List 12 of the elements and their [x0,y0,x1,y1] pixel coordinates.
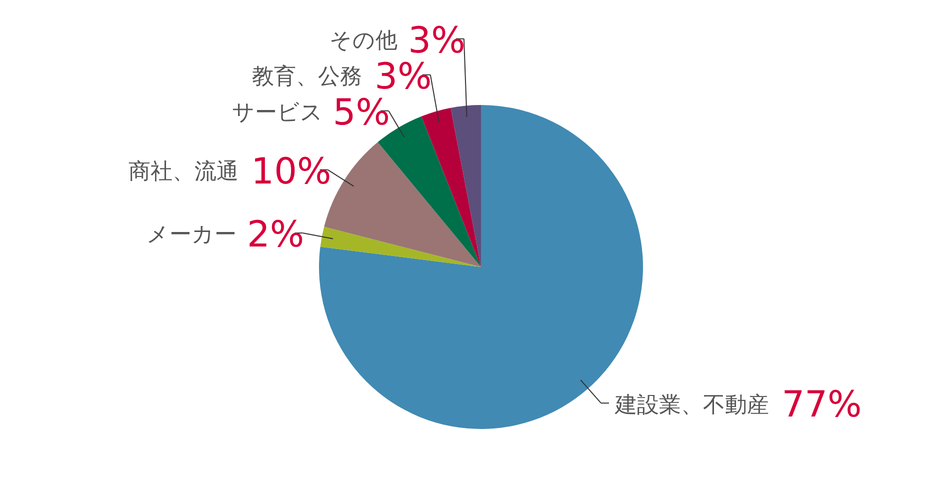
pie-slice [320,226,481,267]
slice-label: 教育、公務 [252,64,362,90]
data-label: 2% [247,214,304,256]
slice-label: メーカー [146,222,236,248]
pie-slice [421,108,481,267]
data-label: 77% [782,384,862,426]
slice-label: 建設業、不動産 [614,392,769,418]
pie-slice [450,105,481,267]
slice-label: その他 [329,28,398,54]
slice-label: サービス [232,100,324,126]
slice-label: 商社、流通 [128,159,238,184]
data-label: 10% [251,151,332,192]
